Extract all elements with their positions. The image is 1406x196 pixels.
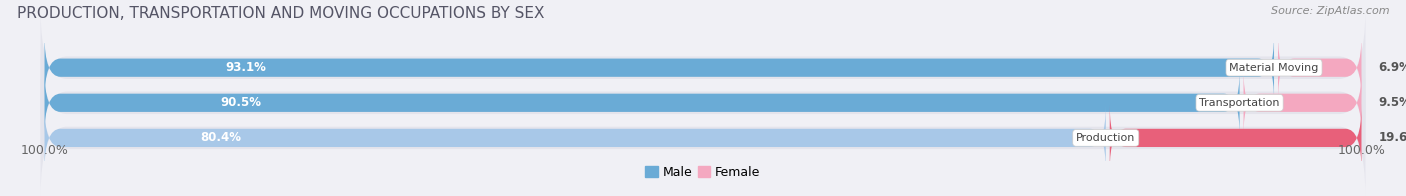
- Text: 93.1%: 93.1%: [225, 61, 267, 74]
- Text: Production: Production: [1076, 133, 1136, 143]
- Text: Source: ZipAtlas.com: Source: ZipAtlas.com: [1271, 6, 1389, 16]
- FancyBboxPatch shape: [1243, 70, 1361, 136]
- FancyBboxPatch shape: [45, 70, 1240, 136]
- Text: 6.9%: 6.9%: [1379, 61, 1406, 74]
- Text: Transportation: Transportation: [1199, 98, 1279, 108]
- Text: 80.4%: 80.4%: [200, 131, 242, 144]
- Text: 100.0%: 100.0%: [21, 144, 69, 157]
- FancyBboxPatch shape: [45, 105, 1105, 171]
- Legend: Male, Female: Male, Female: [641, 161, 765, 184]
- Text: Material Moving: Material Moving: [1229, 63, 1319, 73]
- FancyBboxPatch shape: [41, 9, 1365, 127]
- FancyBboxPatch shape: [41, 79, 1365, 196]
- Text: 19.6%: 19.6%: [1379, 131, 1406, 144]
- Text: 90.5%: 90.5%: [221, 96, 262, 109]
- FancyBboxPatch shape: [45, 35, 1274, 101]
- Text: 100.0%: 100.0%: [1337, 144, 1385, 157]
- Text: 9.5%: 9.5%: [1379, 96, 1406, 109]
- Text: PRODUCTION, TRANSPORTATION AND MOVING OCCUPATIONS BY SEX: PRODUCTION, TRANSPORTATION AND MOVING OC…: [17, 6, 544, 21]
- FancyBboxPatch shape: [1278, 35, 1361, 101]
- FancyBboxPatch shape: [1109, 105, 1361, 171]
- FancyBboxPatch shape: [41, 44, 1365, 162]
